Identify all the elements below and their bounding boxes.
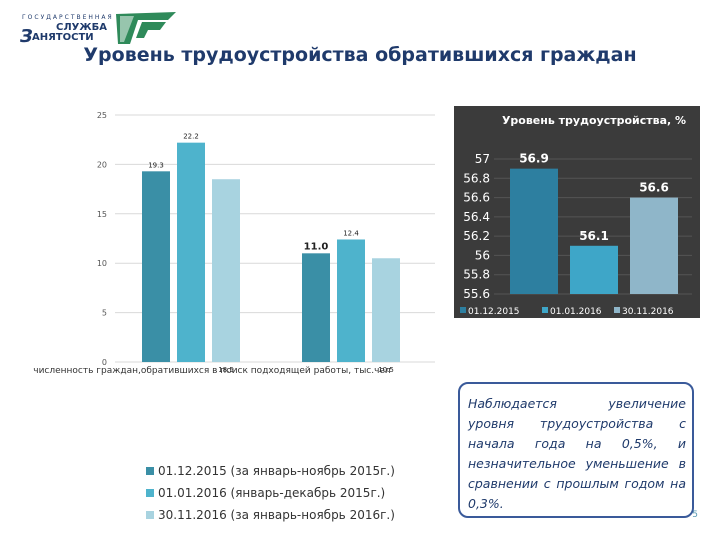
legend-swatch bbox=[146, 489, 154, 497]
y-tick-label: 25 bbox=[97, 111, 107, 120]
y-tick-label: 56.8 bbox=[463, 171, 490, 185]
legend-label: 01.12.2015 bbox=[468, 307, 520, 317]
y-tick-label: 20 bbox=[97, 160, 107, 169]
chart-title: Уровень трудоустройства, % bbox=[502, 114, 686, 127]
legend-swatch bbox=[146, 467, 154, 475]
note-box: Наблюдается увеличение уровня трудоустро… bbox=[458, 382, 694, 518]
data-label: 11.0 bbox=[304, 241, 329, 252]
y-tick-label: 56.4 bbox=[463, 210, 490, 224]
legend-item-2016-nov: 30.11.2016 (за январь-ноябрь 2016г.) bbox=[146, 504, 395, 526]
bar bbox=[337, 239, 365, 362]
bar bbox=[212, 179, 240, 362]
y-tick-label: 15 bbox=[97, 210, 107, 219]
data-label: 56.1 bbox=[579, 229, 609, 243]
bar bbox=[630, 197, 678, 294]
y-tick-label: 56 bbox=[475, 248, 490, 262]
left-chart-legend: 01.12.2015 (за январь-ноябрь 2015г.) 01.… bbox=[146, 460, 395, 526]
bar bbox=[177, 142, 205, 362]
legend-item-2015-nov: 01.12.2015 (за январь-ноябрь 2015г.) bbox=[146, 460, 395, 482]
logo-line3: АНЯТОСТИ bbox=[32, 32, 94, 43]
legend-label: 30.11.2016 (за январь-ноябрь 2016г.) bbox=[158, 508, 395, 522]
legend-item-2016-jan: 01.01.2016 (январь-декабрь 2015г.) bbox=[146, 482, 395, 504]
employment-rate-chart: Уровень трудоустройства, % 55.6 55.8 56 56.2… bbox=[454, 106, 700, 318]
data-label: 10.5 bbox=[378, 366, 394, 374]
data-label: 12.4 bbox=[343, 229, 359, 237]
page-title: Уровень трудоустройства обратившихся гра… bbox=[83, 44, 637, 66]
y-tick-label: 10 bbox=[97, 259, 107, 268]
legend-label: 30.11.2016 bbox=[622, 307, 674, 317]
legend-swatch bbox=[542, 307, 548, 313]
legend-label: 01.01.2016 (январь-декабрь 2015г.) bbox=[158, 486, 386, 500]
employment-count-chart: 0 5 10 15 20 25 19.3 11.0 22.2 12.4 18.5 10.5числен… bbox=[33, 111, 435, 376]
legend-label: 01.12.2015 (за январь-ноябрь 2015г.) bbox=[158, 464, 395, 478]
bar bbox=[302, 253, 330, 362]
data-label: 19.3 bbox=[148, 161, 164, 169]
y-tick-label: 56.2 bbox=[463, 229, 490, 243]
y-tick-label: 57 bbox=[475, 152, 490, 166]
legend-swatch bbox=[614, 307, 620, 313]
x-category-label: численность граждан,обратившихся в поиск… bbox=[33, 366, 390, 376]
logo-line2: СЛУЖБА bbox=[56, 22, 107, 33]
bar bbox=[570, 245, 618, 294]
y-tick-label: 56.6 bbox=[463, 191, 490, 205]
logo-emblem-icon bbox=[116, 12, 176, 44]
bar bbox=[510, 168, 558, 294]
data-label: 56.9 bbox=[519, 152, 549, 166]
legend-swatch bbox=[146, 511, 154, 519]
bar bbox=[142, 171, 170, 362]
y-tick-label: 0 bbox=[102, 358, 107, 367]
data-label: 18.5 bbox=[218, 366, 234, 374]
logo-line1: ГОСУДАРСТВЕННАЯ bbox=[22, 14, 114, 21]
bar bbox=[372, 258, 400, 362]
page-number: 5 bbox=[692, 510, 698, 520]
data-label: 22.2 bbox=[183, 133, 199, 141]
y-tick-label: 55.6 bbox=[463, 287, 490, 301]
y-tick-label: 5 bbox=[102, 309, 107, 318]
legend-label: 01.01.2016 bbox=[550, 307, 602, 317]
data-label: 56.6 bbox=[639, 181, 669, 195]
y-tick-label: 55.8 bbox=[463, 268, 490, 282]
legend-swatch bbox=[460, 307, 466, 313]
logo-big-letter: З bbox=[20, 26, 33, 47]
logo: ГОСУДАРСТВЕННАЯ СЛУЖБА З АНЯТОСТИ bbox=[18, 8, 176, 48]
